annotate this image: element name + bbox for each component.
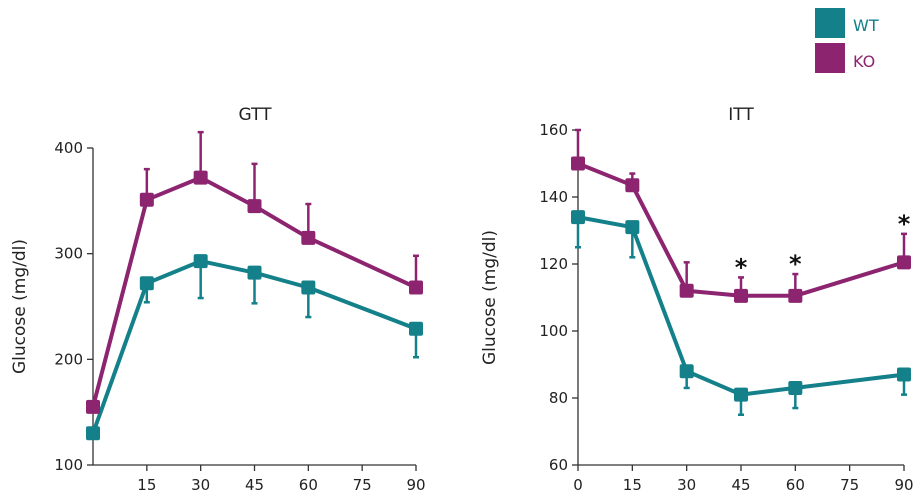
itt-x-tick-label: 0	[573, 476, 583, 494]
gtt-wt-line	[91, 259, 417, 434]
itt-y-tick-label: 80	[549, 389, 568, 407]
gtt-wt-point	[139, 276, 154, 291]
gtt-y-tick-label: 100	[54, 456, 83, 474]
gtt-ko-point	[409, 280, 423, 295]
itt-chart: ITT 60 80 100 120 140 160 0 15 30 45 60 75 90 Glucose …	[480, 105, 913, 494]
itt-y-axis-label: Glucose (mg/dl)	[480, 230, 500, 365]
itt-wt-point	[734, 387, 748, 402]
itt-significance-label: *	[735, 253, 748, 281]
itt-y-tick-label: 120	[539, 255, 568, 273]
gtt-title: GTT	[238, 105, 272, 125]
gtt-x-tick-label: 45	[245, 476, 264, 494]
itt-ko-point	[571, 156, 585, 171]
gtt-ko-point	[301, 230, 316, 245]
itt-significance-label: *	[789, 250, 802, 278]
itt-y-tick-label: 100	[539, 322, 568, 340]
itt-title: ITT	[728, 105, 754, 125]
itt-wt-line	[577, 215, 905, 397]
itt-wt-point	[571, 210, 585, 225]
gtt-ko-point	[139, 192, 154, 207]
legend-swatch-wt	[815, 8, 845, 38]
legend: WT KO	[815, 8, 879, 73]
gtt-y-tick-label: 300	[54, 245, 83, 263]
legend-swatch-ko	[815, 43, 845, 73]
itt-ko-point	[625, 178, 640, 193]
itt-wt-point	[625, 220, 640, 235]
itt-y-tick-label: 140	[539, 188, 568, 206]
itt-ko-point	[679, 283, 694, 298]
gtt-wt-point	[247, 265, 262, 280]
gtt-ko-point	[86, 399, 100, 414]
gtt-wt-point	[409, 321, 423, 336]
gtt-x-tick-label: 15	[137, 476, 156, 494]
itt-x-tick-label: 75	[840, 476, 859, 494]
gtt-y-tick-label: 400	[54, 139, 83, 157]
gtt-x-tick-label: 30	[191, 476, 210, 494]
itt-ko-point	[734, 288, 748, 303]
itt-x-tick-label: 90	[894, 476, 913, 494]
gtt-ko-point	[193, 170, 208, 185]
itt-x-tick-label: 45	[731, 476, 750, 494]
itt-x-tick-label: 30	[677, 476, 696, 494]
gtt-y-axis-label: Glucose (mg/dl)	[10, 239, 30, 374]
itt-x-tick-label: 60	[786, 476, 805, 494]
gtt-x-tick-label: 60	[299, 476, 318, 494]
itt-y-tick-label: 160	[539, 121, 568, 139]
itt-x-tick-label: 15	[623, 476, 642, 494]
itt-y-tick-label: 60	[549, 456, 568, 474]
gtt-ko-point	[247, 199, 262, 214]
gtt-wt-point	[86, 426, 100, 441]
itt-wt-point	[679, 364, 694, 379]
gtt-x-tick-label: 75	[353, 476, 372, 494]
gtt-x-tick-label: 90	[406, 476, 425, 494]
itt-ko-line	[577, 161, 905, 298]
legend-label-wt: WT	[853, 16, 879, 35]
gtt-wt-point	[301, 280, 316, 295]
itt-wt-point	[897, 367, 911, 382]
itt-significance-label: *	[898, 210, 911, 238]
itt-ko-point	[788, 288, 803, 303]
gtt-y-tick-label: 200	[54, 350, 83, 368]
itt-ko-point	[897, 255, 911, 270]
gtt-ko-line	[91, 175, 417, 408]
itt-wt-point	[788, 380, 803, 395]
gtt-chart: GTT 100 200 300 400 15 30 45 60 75 90 Glucose (mg/d…	[10, 105, 426, 494]
gtt-wt-point	[193, 254, 208, 269]
legend-label-ko: KO	[853, 52, 875, 71]
